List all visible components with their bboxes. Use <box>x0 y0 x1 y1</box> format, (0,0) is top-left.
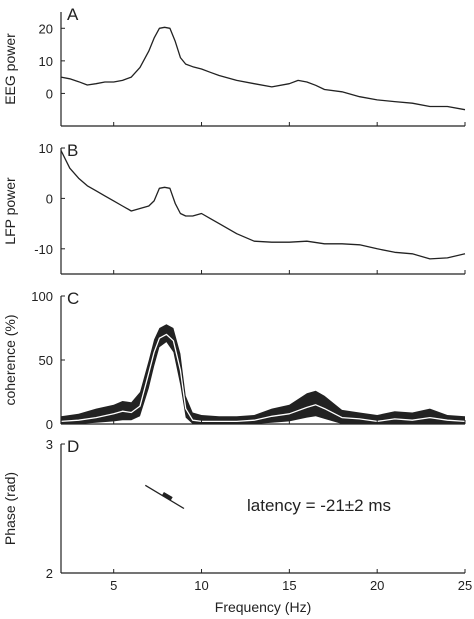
confidence-band <box>61 324 465 424</box>
y-axis-label: LFP power <box>2 177 18 245</box>
y-axis-label: EEG power <box>2 33 18 105</box>
y-axis-label: Phase (rad) <box>2 472 18 545</box>
y-tick-label: 50 <box>39 353 53 368</box>
x-tick-label: 20 <box>370 578 384 593</box>
y-tick-label: 3 <box>46 437 53 452</box>
series-line-0 <box>60 150 466 260</box>
x-axis-label: Frequency (Hz) <box>215 599 311 615</box>
series-line-1 <box>161 491 173 501</box>
panel-d: 2 3 5 10 15 20 25 Phase (rad) D Frequency (Hz) lat… <box>2 437 472 615</box>
y-tick-label: 10 <box>39 141 53 156</box>
series-line-0 <box>60 26 466 111</box>
x-tick-label: 5 <box>110 578 117 593</box>
panel-letter: B <box>67 141 78 160</box>
y-tick-label: 0 <box>46 417 53 432</box>
panel-letter: D <box>67 437 79 456</box>
series-line-0 <box>60 333 466 423</box>
panel-letter: A <box>67 5 79 24</box>
y-tick-label: 0 <box>46 86 53 101</box>
panel-a: 0 10 20 EEG power A <box>2 5 466 127</box>
y-tick-label: 10 <box>39 54 53 69</box>
x-tick-label: 15 <box>282 578 296 593</box>
y-tick-label: 0 <box>46 191 53 206</box>
y-tick-label: 100 <box>31 289 53 304</box>
latency-annotation: latency = -21±2 ms <box>247 496 391 515</box>
y-axis-label: coherence (%) <box>2 314 18 405</box>
y-tick-label: -10 <box>34 242 53 257</box>
x-tick-label: 25 <box>458 578 472 593</box>
panel-c: 0 50 100 coherence (%) C <box>2 289 466 432</box>
y-tick-label: 2 <box>46 566 53 581</box>
panel-b: -10 0 10 LFP power B <box>2 141 466 275</box>
panel-letter: C <box>67 289 79 308</box>
x-tick-label: 10 <box>194 578 208 593</box>
y-tick-label: 20 <box>39 21 53 36</box>
